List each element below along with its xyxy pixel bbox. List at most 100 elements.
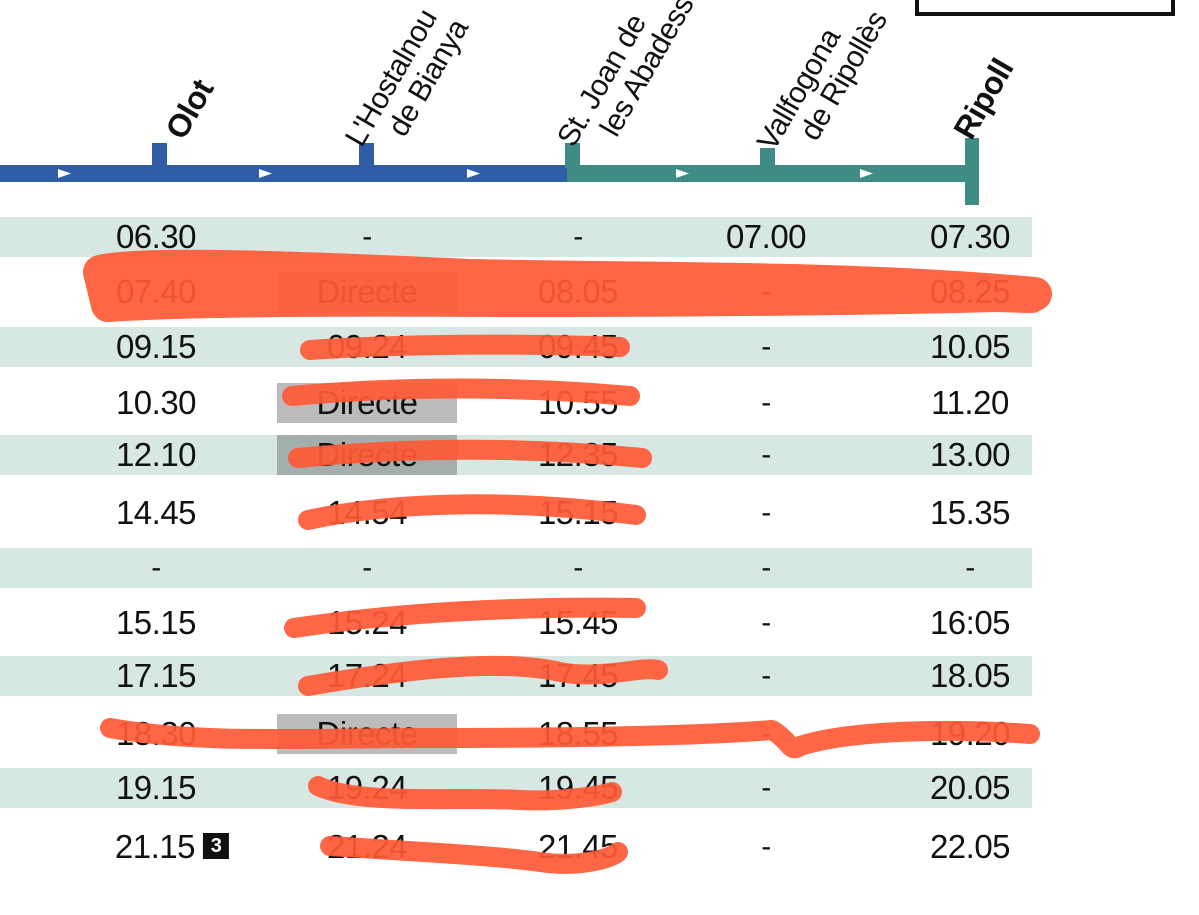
time-value: 07.30 [929,218,1011,255]
arrow-3 [467,169,480,178]
cell-ripoll: 20.05 [929,768,1011,808]
tick-olot [152,143,167,168]
cell-vallfogona: - [761,272,771,312]
cell-vallfogona: - [761,548,771,588]
time-value: Directe [316,436,418,473]
cell-ripoll: - [965,548,975,588]
time-value: 21.24 [326,828,408,865]
cell-hostalnou: Directe [277,383,457,423]
time-value: 17.24 [326,657,408,694]
time-value: 08.25 [929,273,1011,310]
note-badge: 3 [203,833,230,860]
cell-olot: 06.30 [116,217,197,257]
time-value: 21.45 [537,828,619,865]
time-value: - [761,659,771,692]
time-value: 13.00 [929,436,1011,473]
time-value: 09.24 [326,328,408,365]
time-value: - [761,717,771,750]
time-value: Directe [316,715,418,752]
cell-st-joan: - [573,217,583,257]
time-value: - [761,275,771,308]
time-value: - [761,330,771,363]
time-value: - [761,551,771,584]
cell-st-joan: - [573,548,583,588]
tick-vallfogona [760,148,775,168]
time-value: 17.15 [115,657,197,694]
route-segment-blue [0,165,567,182]
cell-hostalnou: 09.24 [326,327,408,367]
time-value: 12.35 [537,436,619,473]
table-row: 07.40 Directe 08.05 - 08.25 [0,272,1032,312]
cell-olot: 18.30 [116,714,197,754]
time-value: 09.45 [537,328,619,365]
arrow-4 [676,169,689,178]
time-value: 19.24 [326,769,408,806]
cell-ripoll: 22.05 [929,827,1011,867]
cell-st-joan: 19.45 [537,768,619,808]
table-row: ----- [0,548,1032,588]
cell-ripoll: 08.25 [929,272,1011,312]
cell-ripoll: 11.20 [931,383,1009,423]
table-row: 09.15 09.24 09.45 - 10.05 [0,327,1032,367]
tick-hostalnou [359,143,374,168]
cell-olot: 12.10 [116,435,197,475]
time-value: 09.15 [115,328,197,365]
cell-olot: 10.30 [116,383,197,423]
tick-st-joan [565,143,580,168]
table-row: 21.15 3 21.24 21.45 - 22.05 [0,827,1032,867]
cell-hostalnou: 17.24 [326,656,408,696]
cell-ripoll: 10.05 [929,327,1011,367]
cell-st-joan: 21.45 [537,827,619,867]
table-row: 14.45 14.54 15.15 - 15.35 [0,493,1032,533]
cell-ripoll: 13.00 [929,435,1011,475]
cell-ripoll: 19.20 [929,714,1011,754]
time-value: - [362,220,372,253]
time-value: 08.05 [537,273,619,310]
time-value: 14.45 [115,494,197,531]
cell-st-joan: 12.35 [537,435,619,475]
table-row: 12.10 Directe 12.35 - 13.00 [0,435,1032,475]
cell-ripoll: 07.30 [929,217,1011,257]
time-value: 10.55 [537,384,619,421]
cell-olot: 19.15 [115,768,197,808]
time-value: - [573,551,583,584]
time-value: 19.15 [115,769,197,806]
time-value: 10.05 [929,328,1011,365]
time-value: 16:05 [929,604,1011,641]
cell-hostalnou: - [362,548,372,588]
time-value: - [761,771,771,804]
arrow-1 [58,169,71,178]
cell-vallfogona: - [761,435,771,475]
time-value: - [573,220,583,253]
time-value: 15.15 [537,494,619,531]
time-value: 15.35 [929,494,1011,531]
time-value: - [965,551,975,584]
table-row: 06.30 - - 07.00 07.30 [0,217,1032,257]
time-value: 19.20 [929,715,1011,752]
time-value: - [362,551,372,584]
cell-st-joan: 15.45 [538,603,619,643]
time-value: - [761,496,771,529]
corner-box [915,0,1175,16]
time-value: 22.05 [929,828,1011,865]
table-row: 15.15 15.24 15.45 - 16:05 [0,603,1032,643]
cell-ripoll: 18.05 [929,656,1011,696]
cell-vallfogona: - [761,327,771,367]
cell-st-joan: 08.05 [537,272,619,312]
cell-olot: 17.15 [115,656,197,696]
cell-st-joan: 09.45 [537,327,619,367]
time-value: 18.05 [929,657,1011,694]
table-row: 10.30 Directe 10.55 - 11.20 [0,383,1032,423]
cell-olot: 15.15 [116,603,197,643]
cell-vallfogona: - [761,714,771,754]
time-value: 21.15 [114,828,196,865]
cell-vallfogona: - [761,827,771,867]
cell-hostalnou: 21.24 [326,827,408,867]
cell-vallfogona: - [761,493,771,533]
time-value: 19.45 [537,769,619,806]
route-segment-teal [567,165,975,182]
cell-vallfogona: - [761,656,771,696]
time-value: 20.05 [929,769,1011,806]
cell-hostalnou: Directe [277,714,457,754]
